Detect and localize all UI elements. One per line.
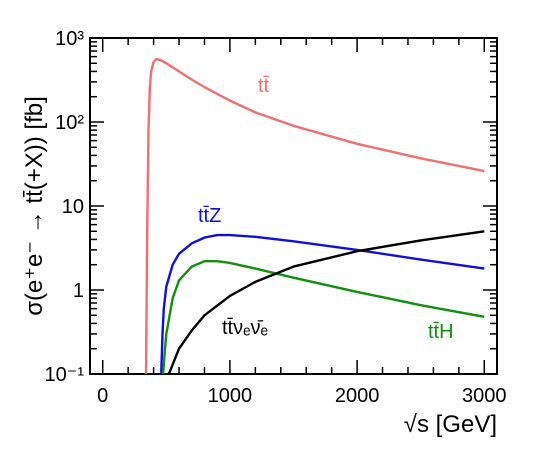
y-tick-label: 10⁻¹ xyxy=(45,364,85,386)
y-tick-label: 10³ xyxy=(55,28,84,50)
series-line-ttbar-nu-nu xyxy=(167,230,485,375)
series-line-ttbar xyxy=(144,58,485,375)
y-axis-title: σ(e⁺e⁻ → tt̄(+X)) [fb] xyxy=(21,96,48,316)
x-axis-title: √s [GeV] xyxy=(404,411,497,438)
x-tick-label: 3000 xyxy=(462,385,507,407)
series-label-ttbar: tt̄ xyxy=(258,75,270,97)
y-tick-label: 10² xyxy=(55,112,84,134)
x-tick-label: 2000 xyxy=(335,385,380,407)
y-tick-label: 1 xyxy=(73,280,84,302)
series-line-ttbar-z xyxy=(160,233,485,375)
series-label-ttbar-z: tt̄Z xyxy=(198,205,221,227)
x-tick-label: 1000 xyxy=(208,385,253,407)
series-label-ttbar-nu-nu: tt̄νₑν̄ₑ xyxy=(222,317,268,339)
x-tick-label: 0 xyxy=(97,385,108,407)
series-line-ttbar-h xyxy=(161,260,485,375)
y-tick-label: 10 xyxy=(62,196,84,218)
series-label-ttbar-h: tt̄H xyxy=(428,321,454,343)
